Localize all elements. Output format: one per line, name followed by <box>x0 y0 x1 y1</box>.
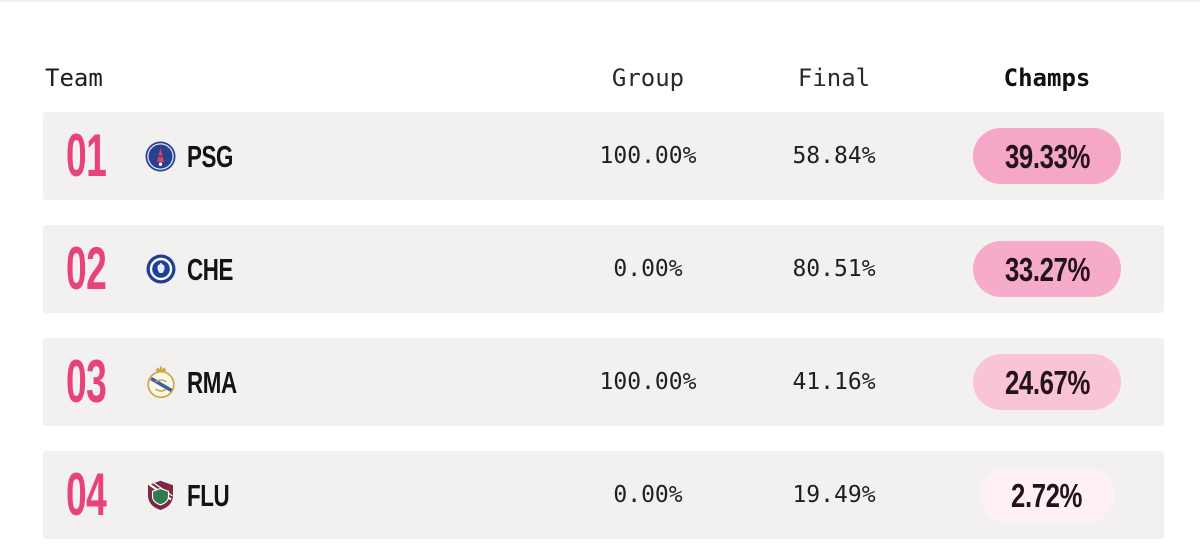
rank-label: 03 <box>66 348 107 415</box>
final-value: 41.16% <box>792 369 876 395</box>
champs-cell: 2.72% <box>937 467 1157 523</box>
champs-cell: 33.27% <box>937 241 1157 297</box>
champs-cell: 39.33% <box>937 128 1157 184</box>
team-cell: 03 RMA <box>43 352 568 412</box>
final-value: 58.84% <box>792 143 876 169</box>
champs-pill: 24.67% <box>972 354 1122 410</box>
champs-value: 39.33% <box>1004 137 1090 175</box>
champs-cell: 24.67% <box>937 354 1157 410</box>
rank-label: 02 <box>66 235 107 302</box>
group-value: 100.00% <box>599 143 697 169</box>
column-header-team: Team <box>45 64 103 92</box>
group-value: 0.00% <box>613 256 683 282</box>
real-madrid-crest-icon <box>145 365 176 399</box>
team-cell: 04 FLU <box>43 465 568 525</box>
champs-pill: 39.33% <box>972 128 1122 184</box>
champs-pill: 2.72% <box>980 467 1114 523</box>
team-abbr: PSG <box>187 138 234 174</box>
team-abbr: CHE <box>187 251 234 287</box>
psg-crest-icon <box>145 139 176 173</box>
group-value: 0.00% <box>613 482 683 508</box>
champs-value: 2.72% <box>1011 476 1083 514</box>
column-header-champs: Champs <box>1003 64 1091 92</box>
final-value: 19.49% <box>792 482 876 508</box>
table-header: Team Group Final Champs <box>43 60 1164 96</box>
table-row: 04 FLU 0.00% 19.49% 2.72% <box>43 451 1164 539</box>
rank-label: 04 <box>66 461 107 528</box>
table-row: 02 CHE 0.00% 80.51% 33.27% <box>43 225 1164 313</box>
champs-value: 24.67% <box>1004 363 1090 401</box>
table-row: 01 PSG 100.00% 58.84% 39.33% <box>43 112 1164 200</box>
team-cell: 02 CHE <box>43 239 568 299</box>
table-row: 03 RMA 100.00% 41.16% 24.67% <box>43 338 1164 426</box>
column-header-group: Group <box>611 64 685 92</box>
column-header-final: Final <box>797 64 871 92</box>
champs-value: 33.27% <box>1004 250 1090 288</box>
group-value: 100.00% <box>599 369 697 395</box>
rank-label: 01 <box>66 122 107 189</box>
fluminense-crest-icon <box>145 478 176 512</box>
team-cell: 01 PSG <box>43 126 568 186</box>
chelsea-crest-icon <box>145 252 176 286</box>
champs-pill: 33.27% <box>972 241 1122 297</box>
final-value: 80.51% <box>792 256 876 282</box>
team-abbr: RMA <box>187 364 237 400</box>
team-abbr: FLU <box>187 477 230 513</box>
